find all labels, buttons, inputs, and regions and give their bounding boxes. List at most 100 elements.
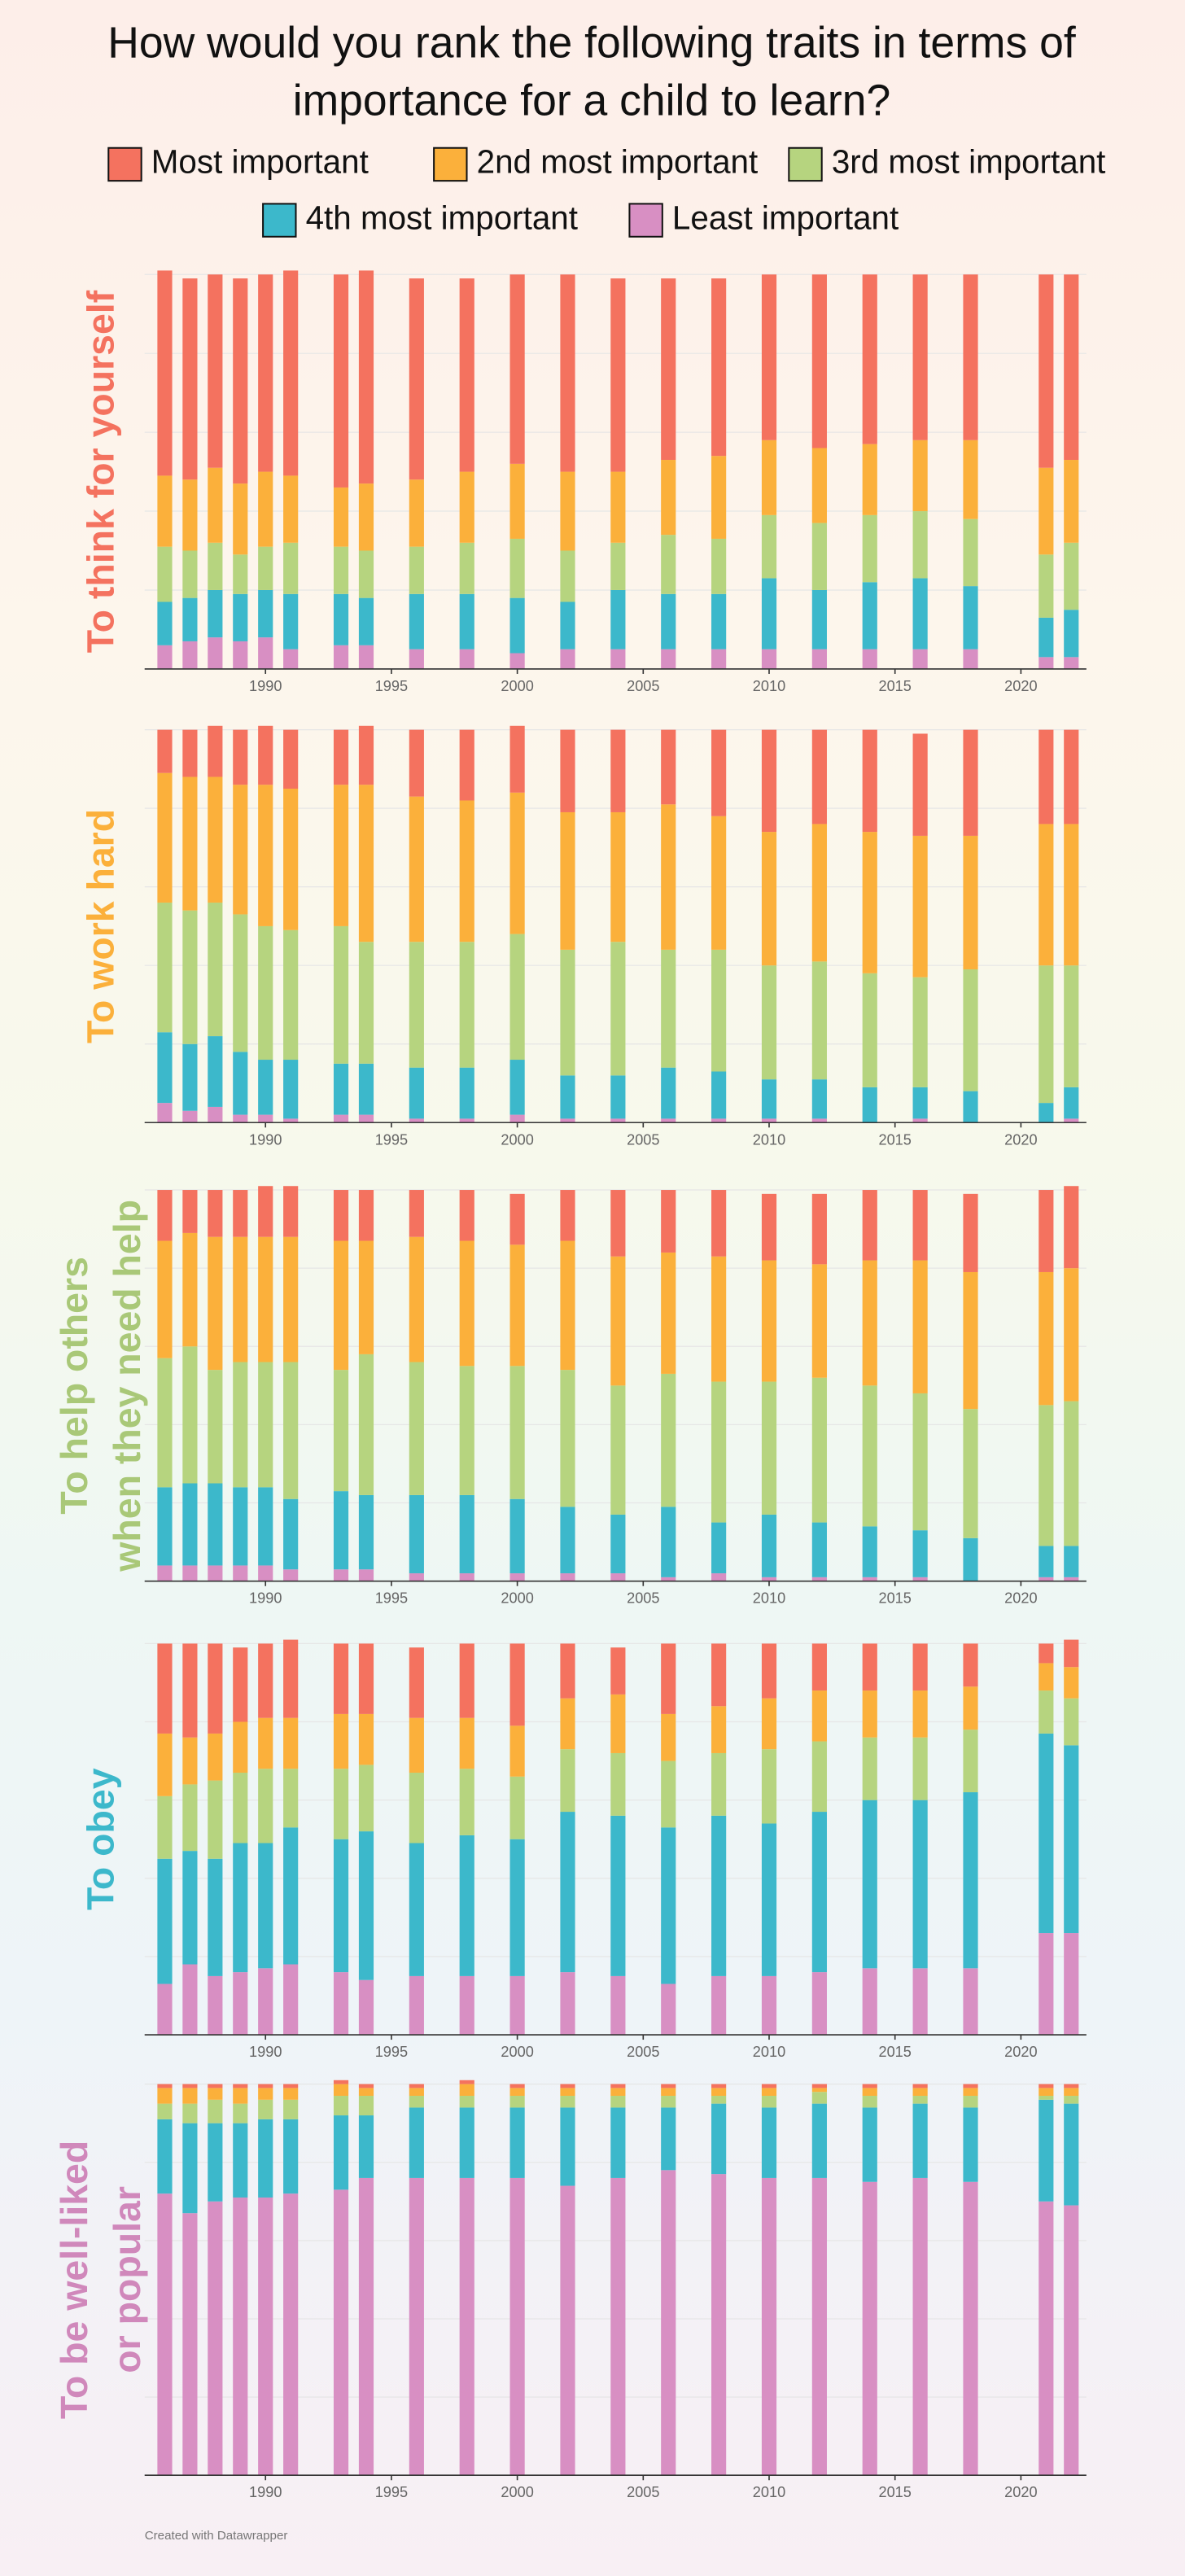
bar-segment <box>761 2096 777 2108</box>
bar-segment <box>182 1851 198 1965</box>
bar-segment <box>208 1780 223 1859</box>
legend-swatch <box>433 147 468 182</box>
bar-segment <box>610 1573 626 1581</box>
bar-segment <box>661 804 676 950</box>
bar-segment <box>661 1643 676 1714</box>
bar-segment <box>182 1232 198 1347</box>
bar-segment <box>333 1190 349 1241</box>
bar-segment <box>258 1362 273 1488</box>
bar-segment <box>1064 1186 1079 1269</box>
bar-segment <box>711 593 727 649</box>
bar-segment <box>610 1815 626 1976</box>
bar-segment <box>333 487 349 547</box>
bar-segment <box>1039 1643 1054 1664</box>
bar-segment <box>358 1114 374 1123</box>
bar-segment <box>761 1823 777 1976</box>
bar-segment <box>208 1565 223 1581</box>
bar-segment <box>560 274 575 472</box>
bar-segment <box>358 1063 374 1115</box>
bar-segment <box>233 2088 248 2104</box>
x-tick-label: 1990 <box>249 1590 282 1607</box>
bar-segment <box>509 1060 525 1115</box>
bar-segment <box>182 1565 198 1581</box>
x-tick-label: 1990 <box>249 678 282 694</box>
bar-segment <box>711 538 727 594</box>
bar-segment <box>258 637 273 669</box>
bar-segment <box>963 1730 978 1793</box>
bar-segment <box>157 1565 173 1581</box>
bar-segment <box>333 2080 349 2084</box>
panel-title: when they need help <box>106 1200 148 1572</box>
x-tick-label: 1995 <box>375 678 408 694</box>
bar-segment <box>283 1060 299 1119</box>
bar-segment <box>862 444 877 515</box>
bar-segment <box>459 1067 474 1119</box>
bar-segment <box>862 1690 877 1738</box>
bar-segment <box>761 1079 777 1119</box>
bar-segment <box>233 641 248 669</box>
bar-segment <box>233 1647 248 1722</box>
bar-segment <box>358 1765 374 1832</box>
bar-segment <box>862 832 877 973</box>
bar-segment <box>912 2096 928 2104</box>
bar-segment <box>258 2099 273 2119</box>
bar-segment <box>761 1118 777 1123</box>
bar-segment <box>811 729 827 824</box>
bar-segment <box>1039 824 1054 966</box>
bar-segment <box>283 1118 299 1123</box>
bar-segment <box>233 1972 248 2036</box>
bar-segment <box>610 1694 626 1753</box>
bar-segment <box>409 546 424 594</box>
bar-segment <box>358 645 374 669</box>
bar-segment <box>1039 1733 1054 1934</box>
bar-segment <box>283 542 299 594</box>
bar-segment <box>409 1975 424 2036</box>
bar-segment <box>459 1366 474 1495</box>
bar-segment <box>509 1839 525 1976</box>
bar-segment <box>157 1190 173 1241</box>
credit: Created with Datawrapper <box>145 2529 288 2543</box>
bar-segment <box>912 511 928 579</box>
bar-segment <box>610 2177 626 2476</box>
bar-segment <box>661 278 676 461</box>
bar-segment <box>208 2099 223 2123</box>
bar-segment <box>711 1118 727 1123</box>
x-tick-label: 2015 <box>878 2484 911 2500</box>
bar-segment <box>811 2088 827 2093</box>
bar-segment <box>912 1800 928 1969</box>
bar-segment <box>459 2177 474 2476</box>
bar-segment <box>509 2096 525 2108</box>
bar-segment <box>182 1110 198 1123</box>
bar-segment <box>233 1772 248 1843</box>
bar-segment <box>157 729 173 773</box>
bar-segment <box>1064 1546 1079 1577</box>
bar-segment <box>283 1498 299 1570</box>
bar-segment <box>233 1190 248 1237</box>
bar-segment <box>208 1858 223 1976</box>
legend-label: 2nd most important <box>477 143 759 181</box>
bar-segment <box>610 2084 626 2088</box>
bar-segment <box>761 649 777 669</box>
bar-segment <box>1039 2099 1054 2202</box>
bar-segment <box>258 1769 273 1843</box>
bar-segment <box>963 1271 978 1410</box>
bar-segment <box>610 649 626 669</box>
bar-segment <box>333 2115 349 2190</box>
bar-segment <box>358 785 374 942</box>
bar-segment <box>182 1643 198 1738</box>
bar-segment <box>862 1190 877 1261</box>
bar-segment <box>610 278 626 472</box>
bar-segment <box>358 1569 374 1581</box>
bar-segment <box>409 2084 424 2088</box>
title-line: How would you rank the following traits … <box>107 20 1076 68</box>
bar-segment <box>233 1236 248 1362</box>
bar-segment <box>862 274 877 444</box>
bar-segment <box>711 2174 727 2476</box>
bar-segment <box>912 1087 928 1119</box>
bar-segment <box>811 2103 827 2178</box>
bar-segment <box>208 1036 223 1107</box>
bar-segment <box>560 1075 575 1119</box>
bar-segment <box>208 776 223 903</box>
bar-segment <box>459 2084 474 2097</box>
bar-segment <box>1064 2205 1079 2476</box>
